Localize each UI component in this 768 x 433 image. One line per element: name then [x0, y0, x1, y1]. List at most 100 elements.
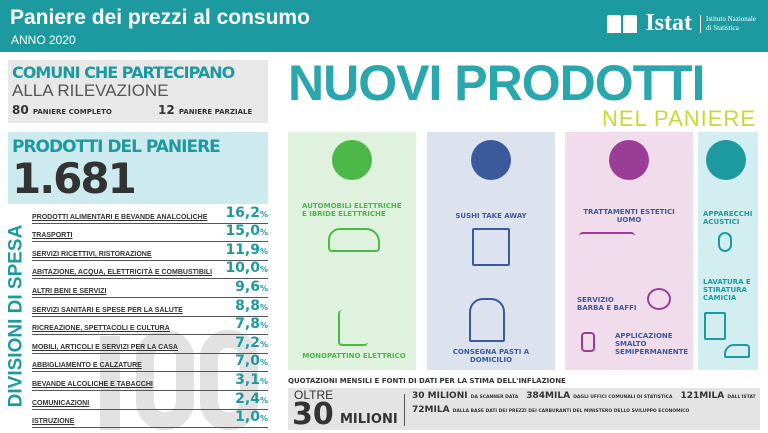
division-percent: 7,2	[235, 334, 260, 351]
division-value: 16,2%	[225, 205, 268, 223]
percent-sign: %	[259, 358, 268, 368]
division-row: SERVIZI SANITARI E SPESE PER LA SALUTE 8,…	[32, 298, 268, 317]
item-label: APPARECCHI ACUSTICI	[703, 210, 753, 226]
partial-label: PANIERE PARZIALE	[178, 108, 253, 116]
percent-sign: %	[259, 283, 268, 293]
percent-sign: %	[259, 302, 268, 312]
item-label: SUSHI TAKE AWAY	[455, 212, 527, 220]
beauty-icon	[609, 140, 649, 180]
division-row: BEVANDE ALCOLICHE E TABACCHI 3,1%	[32, 372, 268, 391]
source-value: 384MILA	[526, 391, 571, 401]
page-subtitle: ANNO 2020	[11, 33, 76, 47]
item-label: CONSEGNA PASTI A DOMICILIO	[452, 348, 530, 364]
percent-sign: %	[259, 228, 268, 238]
division-row: RICREAZIONE, SPETTACOLI E CULTURA 7,8%	[32, 316, 268, 336]
scooter-icon	[338, 310, 368, 346]
quotazioni-title: QUOTAZIONI MENSILI E FONTI DI DATI PER L…	[288, 377, 566, 385]
nuovi-subtitle: NEL PANIERE	[601, 106, 756, 131]
division-label: ABBIGLIAMENTO E CALZATURE	[32, 362, 142, 370]
item-label: LAVATURA E STIRATURA CAMICIA	[703, 278, 751, 302]
partial-number: 12	[158, 103, 175, 117]
book-icon	[623, 14, 638, 33]
total-number: 30	[292, 397, 334, 432]
panel-green: AUTOMOBILI ELETTRICHE E IBRIDE ELETTRICH…	[288, 132, 416, 370]
source-istat: 121MILA DALL'ISTAT	[680, 390, 755, 404]
division-row: ABITAZIONE, ACQUA, ELETTRICITÀ E COMBUST…	[32, 260, 268, 280]
prodotti-box: PRODOTTI DEL PANIERE 1.681	[8, 132, 268, 204]
division-value: 9,6%	[235, 279, 268, 297]
division-percent: 9,6	[235, 278, 260, 295]
divisioni-list: PRODOTTI ALIMENTARI E BEVANDE ANALCOLICH…	[32, 205, 268, 429]
division-row: TRASPORTI 15,0%	[32, 223, 268, 243]
division-label: PRODOTTI ALIMENTARI E BEVANDE ANALCOLICH…	[32, 213, 208, 221]
item-label: AUTOMOBILI ELETTRICHE E IBRIDE ELETTRICH…	[302, 202, 402, 218]
source-value: 121MILA	[680, 391, 725, 401]
logo-subtitle: Istituto Nazionale di Statistica	[700, 14, 760, 33]
division-value: 7,2%	[235, 335, 268, 353]
division-label: ISTRUZIONE	[32, 418, 75, 426]
percent-sign: %	[259, 209, 268, 219]
division-value: 7,0%	[235, 353, 268, 371]
panel-pink: TRATTAMENTI ESTETICI UOMO SERVIZIO BARBA…	[565, 132, 693, 370]
delivery-man-icon	[469, 298, 505, 342]
quotazioni-box: OLTRE 30 MILIONI 30 MILIONI DA SCANNER D…	[288, 388, 760, 430]
source-value: 72MILA	[412, 405, 450, 415]
source-carburanti: 72MILA DALLA BASE DATI DEI PREZZI DEI CA…	[412, 404, 689, 418]
partial-count: 12 PANIERE PARZIALE	[158, 103, 252, 119]
division-row: MOBILI, ARTICOLI E SERVIZI PER LA CASA 7,…	[32, 335, 268, 354]
division-label: SERVIZI RICETTIVI, RISTORAZIONE	[32, 250, 152, 258]
division-percent: 7,0	[235, 353, 260, 370]
iron-icon	[724, 344, 750, 358]
prodotti-title: PRODOTTI DEL PANIERE	[12, 137, 221, 157]
source-label: DA SCANNER DATA	[470, 395, 519, 400]
complete-number: 80	[12, 103, 29, 117]
electric-car-icon	[328, 228, 380, 252]
division-label: BEVANDE ALCOLICHE E TABACCHI	[32, 380, 153, 388]
complete-label: PANIERE COMPLETO	[32, 108, 112, 116]
division-label: TRASPORTI	[32, 232, 73, 240]
logo-name: Istat	[645, 10, 692, 36]
oltre-label: OLTRE	[294, 388, 334, 402]
division-percent: 11,9	[225, 241, 260, 258]
division-percent: 10,0	[225, 260, 260, 277]
percent-sign: %	[259, 246, 268, 256]
division-percent: 7,8	[235, 316, 260, 333]
division-row: ALTRI BENI E SERVIZI 9,6%	[32, 279, 268, 298]
percent-sign: %	[259, 265, 268, 275]
item-label: MONOPATTINO ELETTRICO	[302, 352, 406, 360]
item-label: APPLICAZIONE SMALTO SEMIPERMANENTE	[615, 332, 689, 356]
comuni-title: COMUNI CHE PARTECIPANO	[12, 63, 235, 82]
comuni-box: COMUNI CHE PARTECIPANO ALLA RILEVAZIONE …	[8, 60, 268, 123]
division-label: MOBILI, ARTICOLI E SERVIZI PER LA CASA	[32, 343, 178, 351]
division-label: ABITAZIONE, ACQUA, ELETTRICITÀ E COMBUST…	[32, 269, 213, 277]
watermark-digit-0	[136, 330, 194, 430]
division-percent: 15,0	[225, 223, 260, 240]
sushi-bag-icon	[472, 228, 510, 266]
division-row: SERVIZI RICETTIVI, RISTORAZIONE 11,9%	[32, 242, 268, 261]
division-value: 8,8%	[235, 298, 268, 316]
division-row: ISTRUZIONE 1,0%	[32, 409, 268, 429]
percent-sign: %	[259, 376, 268, 386]
division-percent: 1,0	[235, 409, 260, 426]
page-title: Paniere dei prezzi al consumo	[10, 6, 310, 29]
percent-sign: %	[259, 339, 268, 349]
prodotti-count: 1.681	[12, 154, 137, 203]
comuni-subtitle: ALLA RILEVAZIONE	[12, 81, 169, 100]
division-value: 7,8%	[235, 316, 268, 334]
division-row: COMUNICAZIONI 2,4%	[32, 391, 268, 410]
division-row: PRODOTTI ALIMENTARI E BEVANDE ANALCOLICH…	[32, 205, 268, 224]
division-label: COMUNICAZIONI	[32, 399, 90, 407]
division-label: RICREAZIONE, SPETTACOLI E CULTURA	[32, 325, 170, 333]
source-scanner: 30 MILIONI DA SCANNER DATA	[412, 390, 518, 404]
delivery-icon	[471, 140, 511, 180]
division-percent: 2,4	[235, 390, 260, 407]
total-unit: MILIONI	[340, 412, 398, 427]
book-icon	[607, 14, 622, 33]
massage-icon	[579, 232, 635, 262]
division-label: ALTRI BENI E SERVIZI	[32, 287, 107, 295]
source-label: DALL'ISTAT	[727, 395, 756, 400]
watermark-digit-1	[100, 336, 136, 430]
item-label: SERVIZIO BARBA E BAFFI	[577, 296, 637, 312]
division-value: 10,0%	[225, 260, 268, 278]
panel-teal: APPARECCHI ACUSTICI LAVATURA E STIRATURA…	[698, 132, 758, 370]
